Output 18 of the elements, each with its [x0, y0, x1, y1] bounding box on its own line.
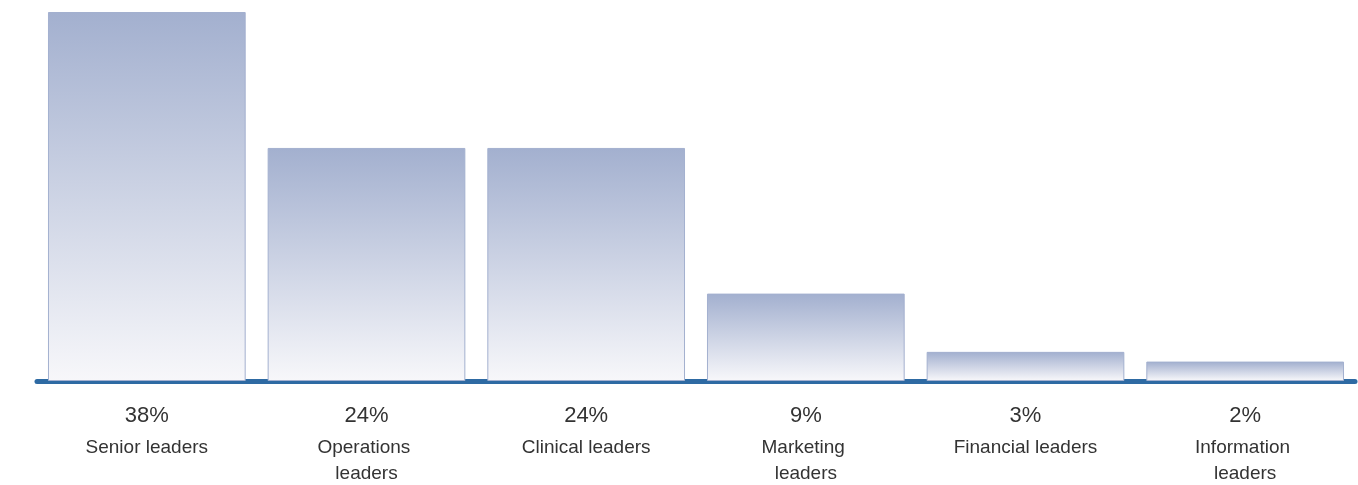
- x-tick-label: Senior leaders: [85, 435, 209, 457]
- x-tick-label: Marketing leaders: [761, 435, 851, 483]
- data-label: 3%: [1009, 401, 1042, 427]
- bar: [267, 147, 466, 381]
- x-tick-label: Information leaders: [1195, 435, 1296, 483]
- bar: [1146, 361, 1345, 381]
- bar: [487, 147, 686, 381]
- x-tick-label: Clinical leaders: [521, 435, 651, 457]
- data-label: 2%: [1229, 401, 1262, 427]
- x-tick-label: Financial leaders: [953, 435, 1098, 457]
- data-label: 9%: [789, 401, 822, 427]
- bar: [47, 12, 246, 381]
- bar: [926, 351, 1125, 381]
- data-label: 24%: [564, 401, 609, 427]
- data-label: 38%: [124, 401, 169, 427]
- data-label: 24%: [344, 401, 389, 427]
- bar: [706, 293, 905, 381]
- x-tick-label: Operations leaders: [317, 435, 416, 483]
